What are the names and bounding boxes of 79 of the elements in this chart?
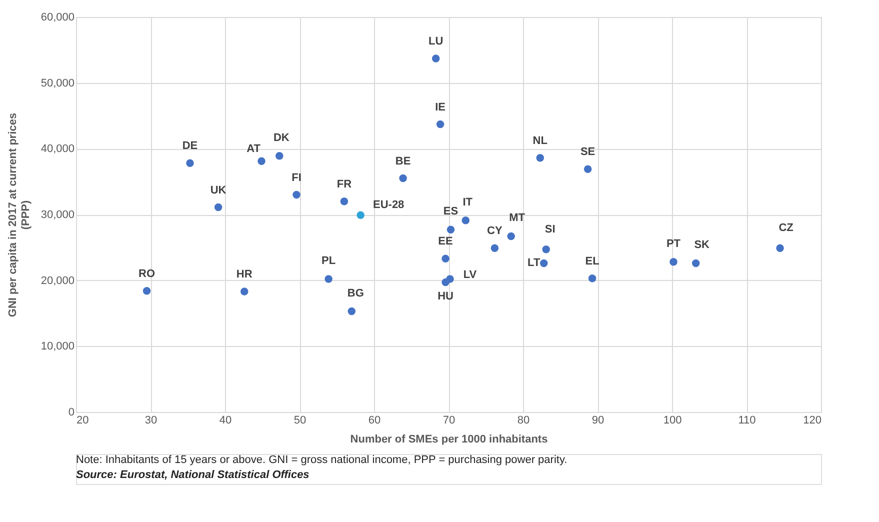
- point: [442, 278, 450, 286]
- point: [276, 152, 284, 160]
- data-label: SE: [580, 146, 596, 158]
- point: [258, 157, 266, 166]
- y-tick-label: 10,000: [40, 340, 74, 353]
- data-label: PT: [666, 238, 681, 250]
- x-tick-label: 120: [803, 414, 822, 426]
- y-tick-label: 40,000: [40, 143, 74, 156]
- data-label: CY: [487, 225, 503, 238]
- x-tick-label: 60: [368, 414, 381, 426]
- point: [462, 216, 470, 224]
- data-label: ES: [443, 206, 458, 218]
- y-tick-label: 50,000: [40, 77, 74, 90]
- point: [670, 258, 678, 266]
- point: [214, 203, 222, 212]
- data-label: NL: [532, 134, 548, 147]
- x-tick-label: 90: [592, 414, 604, 426]
- point: [776, 244, 784, 252]
- data-label: HU: [438, 290, 454, 302]
- x-tick-label: 30: [144, 414, 158, 426]
- data-label: IE: [435, 101, 446, 114]
- data-label: DE: [182, 140, 198, 152]
- point: [292, 190, 300, 199]
- data-label: DK: [273, 132, 290, 144]
- y-axis-title: GNI per capita in 2017 at current prices (PPP): [6, 112, 32, 318]
- data-label: BE: [395, 155, 411, 168]
- data-label: AT: [246, 143, 261, 156]
- data-label: FR: [336, 178, 352, 190]
- data-label: IT: [462, 196, 473, 208]
- y-tick-label: 0: [68, 406, 74, 418]
- y-tick-label: 60,000: [40, 12, 74, 24]
- data-label: LT: [528, 257, 540, 270]
- data-label: MT: [509, 212, 526, 224]
- data-label: LU: [428, 35, 444, 48]
- x-tick-label: 80: [517, 414, 530, 426]
- point: [542, 246, 550, 254]
- point: [399, 174, 407, 182]
- x-tick-label: 110: [738, 414, 756, 426]
- data-label: LV: [463, 269, 478, 282]
- point: [340, 197, 348, 206]
- point: [348, 307, 356, 316]
- point: [540, 259, 548, 268]
- point: [240, 288, 248, 296]
- point: [692, 259, 700, 268]
- data-label: EE: [438, 236, 453, 248]
- x-tick-label: 100: [663, 414, 682, 426]
- data-label: BG: [347, 287, 364, 300]
- data-label: CZ: [778, 222, 794, 234]
- point: [186, 159, 194, 168]
- point: [536, 154, 544, 162]
- data-label: SI: [544, 223, 556, 236]
- point: [442, 254, 450, 262]
- point: [356, 211, 364, 220]
- point: [436, 120, 444, 128]
- point: [490, 244, 499, 252]
- x-tick-label: 50: [294, 414, 306, 426]
- point: [446, 226, 455, 234]
- data-label: RO: [138, 268, 156, 280]
- source-note: Source: Eurostat, National Statistical Offices: [76, 469, 310, 481]
- data-label: HR: [236, 268, 252, 281]
- point: [142, 287, 151, 295]
- data-label: EU-28: [372, 199, 404, 212]
- point: [507, 232, 515, 240]
- point: [588, 274, 596, 282]
- y-tick-label: 30,000: [40, 209, 74, 221]
- point: [584, 165, 592, 173]
- x-tick-label: 40: [219, 414, 232, 426]
- data-label: SK: [694, 239, 710, 252]
- point: [432, 54, 440, 62]
- data-label: PL: [322, 255, 336, 268]
- data-label: UK: [210, 184, 226, 196]
- y-tick-label: 20,000: [40, 274, 74, 287]
- data-label: FI: [292, 172, 302, 184]
- point: [324, 275, 332, 283]
- data-label: EL: [585, 255, 600, 268]
- x-axis-title: Number of SMEs per 1000 inhabitants: [350, 434, 548, 446]
- text: Note: Inhabitants of 15 years or above. GNI = gross national income, PPP = purchasing power parity.: [76, 454, 568, 466]
- x-tick-label: 70: [442, 414, 456, 426]
- x-tick-label: 20: [76, 414, 89, 426]
